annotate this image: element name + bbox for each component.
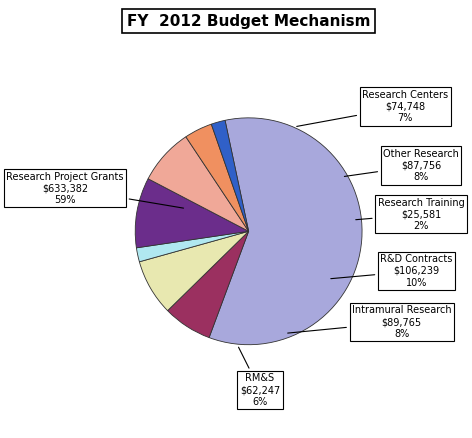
Wedge shape <box>139 231 249 311</box>
Text: Research Centers
$74,748
7%: Research Centers $74,748 7% <box>297 90 448 127</box>
Text: Research Training
$25,581
2%: Research Training $25,581 2% <box>356 198 464 231</box>
Wedge shape <box>135 179 249 248</box>
Wedge shape <box>148 137 249 231</box>
Wedge shape <box>209 118 362 345</box>
Wedge shape <box>136 231 249 262</box>
Text: RM&S
$62,247
6%: RM&S $62,247 6% <box>238 347 280 406</box>
Wedge shape <box>186 124 249 231</box>
Wedge shape <box>168 231 249 338</box>
Text: Other Research
$87,756
8%: Other Research $87,756 8% <box>345 149 459 182</box>
Wedge shape <box>211 120 249 231</box>
Text: R&D Contracts
$106,239
10%: R&D Contracts $106,239 10% <box>331 254 453 288</box>
Text: Intramural Research
$89,765
8%: Intramural Research $89,765 8% <box>288 305 452 339</box>
Text: Research Project Grants
$633,382
59%: Research Project Grants $633,382 59% <box>6 172 184 208</box>
Title: FY  2012 Budget Mechanism: FY 2012 Budget Mechanism <box>127 14 371 29</box>
